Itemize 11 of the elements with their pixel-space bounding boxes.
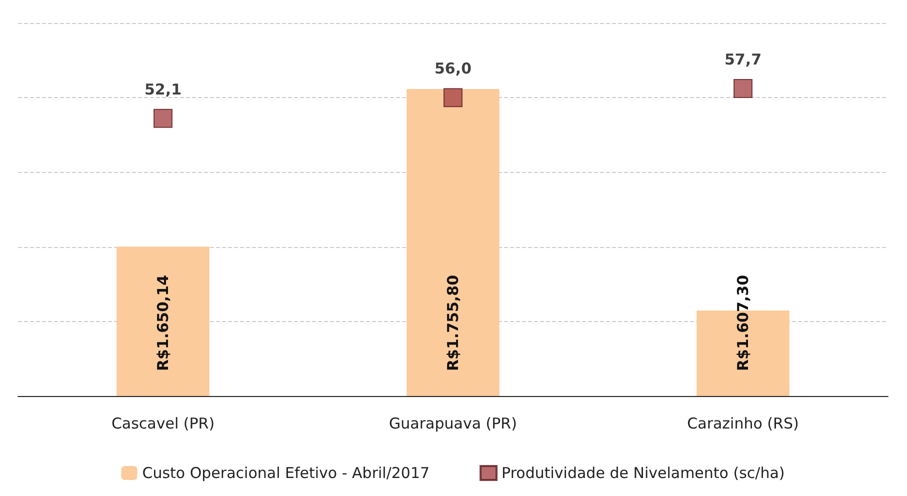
data-label: 57,7 [724,50,762,69]
x-tick-label: Carazinho (RS) [687,414,799,432]
legend-label: Produtividade de Nivelamento (sc/ha) [502,464,785,482]
x-tick-label: Guarapuava (PR) [389,414,517,432]
data-label: R$1.650,14 [154,274,172,371]
data-label: 52,1 [144,80,182,98]
data-label: R$1.607,30 [734,274,752,371]
data-label: 56,0 [434,60,472,78]
data-label: R$1.755,80 [444,274,462,371]
legend-label: Custo Operacional Efetivo - Abril/2017 [142,464,430,482]
x-tick-label: Cascavel (PR) [111,414,215,432]
